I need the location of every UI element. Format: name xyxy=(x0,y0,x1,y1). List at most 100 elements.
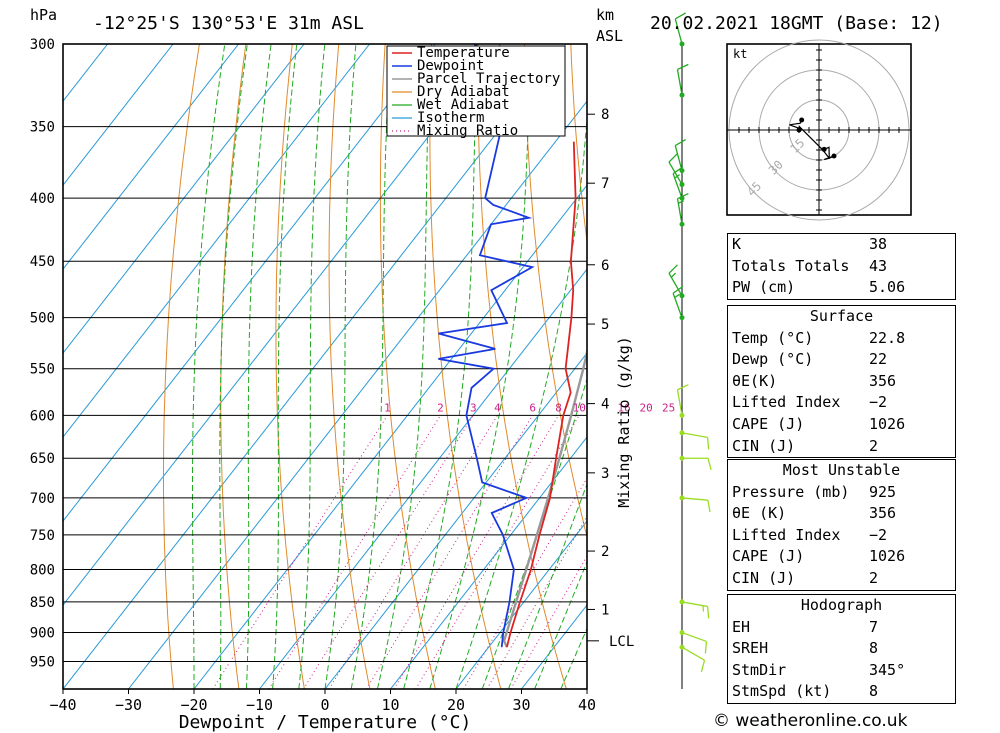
legend-dry-adiabat: Dry Adiabat xyxy=(417,84,510,100)
wind-barb-staff xyxy=(676,69,683,96)
row-mu-li: Lifted Index −2 xyxy=(728,525,955,547)
parcel-line xyxy=(502,347,587,648)
isotherm-line xyxy=(63,44,436,522)
mixing-ratio-line xyxy=(415,415,580,689)
isotherm-line xyxy=(63,44,239,270)
k-index-value: 38 xyxy=(869,235,888,253)
hodograph-panel: Hodograph EH 7 SREH 8 StmDir 345° StmSpd (k… xyxy=(727,594,956,704)
surface-cape-value: 1026 xyxy=(869,414,906,433)
wind-barb-half xyxy=(670,272,677,278)
row-mu-pressure: Pressure (mb) 925 xyxy=(728,482,955,504)
row-surface-dewp: Dewp (°C) 22 xyxy=(728,349,955,371)
totals-totals-value: 43 xyxy=(869,256,888,275)
pressure-label: 750 xyxy=(30,528,55,544)
isotherm-line xyxy=(63,44,174,186)
x-axis-label: Dewpoint / Temperature (°C) xyxy=(179,712,472,733)
location-title: -12°25'S 130°53'E 31m ASL xyxy=(93,13,364,34)
mixing-ratio-axis-label: Mixing Ratio (g/kg) xyxy=(615,336,633,508)
wet-adiabat xyxy=(298,44,326,689)
wind-barb xyxy=(676,192,689,227)
pressure-label: 350 xyxy=(30,120,55,136)
surface-title: Surface xyxy=(728,305,955,328)
wind-barb-flag xyxy=(677,384,689,391)
legend-mixing-ratio: Mixing Ratio xyxy=(417,123,518,139)
mixing-ratio-labels: 1 2 3 4 6 8 10 16 20 25 xyxy=(384,401,675,414)
row-stmdir: StmDir 345° xyxy=(728,660,955,682)
hodograph-title: Hodograph xyxy=(728,594,955,617)
row-eh: EH 7 xyxy=(728,617,955,639)
wind-barb-flag xyxy=(700,660,706,672)
date-title: 20.02.2021 18GMT (Base: 12) xyxy=(650,13,943,34)
wind-barb xyxy=(676,384,689,418)
wind-barb-flag xyxy=(707,458,712,470)
isotherm-line xyxy=(63,44,305,354)
wind-level-dot xyxy=(679,630,685,636)
lcl-label: LCL xyxy=(609,634,634,650)
wind-barb xyxy=(674,138,686,174)
wind-barb-half xyxy=(678,200,685,204)
isotherm-line xyxy=(455,520,587,689)
hpa-unit: hPa xyxy=(30,6,57,24)
km-unit: km xyxy=(596,6,614,24)
isotherm-line xyxy=(324,352,587,689)
wind-level-dot xyxy=(679,41,685,47)
mu-pressure-value: 925 xyxy=(869,482,897,501)
x-tick-label: 0 xyxy=(320,696,329,714)
wind-barb-staff xyxy=(674,18,683,45)
row-surface-theta: θE(K) 356 xyxy=(728,371,955,393)
pressure-label: 450 xyxy=(30,254,55,270)
asl-unit: ASL xyxy=(596,27,623,45)
wind-barb-flag xyxy=(674,12,686,20)
wind-barb xyxy=(679,455,712,470)
wind-level-dot xyxy=(679,182,685,188)
pw-value: 5.06 xyxy=(869,278,906,297)
mu-cape-value: 1026 xyxy=(869,547,906,566)
isotherm-line xyxy=(63,44,370,438)
wind-barb-staff xyxy=(681,497,708,501)
isotherm-line xyxy=(193,184,587,689)
wind-barb xyxy=(679,430,710,450)
wind-barb-flag xyxy=(674,138,686,147)
legend-wet-adiabat: Wet Adiabat xyxy=(417,97,510,113)
row-mu-cin: CIN (J) 2 xyxy=(728,568,955,590)
isotherm-line xyxy=(63,44,567,689)
copyright-footer[interactable]: © weatheronline.co.uk xyxy=(713,711,908,731)
km-tick-label: 6 xyxy=(601,258,609,274)
mixing-ratio-label: 25 xyxy=(662,401,675,414)
parcel-trajectory xyxy=(502,347,587,648)
dry-adiabat xyxy=(163,44,200,689)
legend-parcel: Parcel Trajectory xyxy=(417,71,560,87)
mixing-ratio-label: 10 xyxy=(573,401,586,414)
wind-barb-flag xyxy=(704,641,708,654)
hodograph-point xyxy=(831,153,837,159)
x-tick-label: −10 xyxy=(246,696,273,714)
wind-level-dot xyxy=(679,455,685,461)
x-tick-label: 10 xyxy=(381,696,399,714)
plot-frame xyxy=(62,43,588,690)
wet-adiabat xyxy=(350,44,392,689)
wind-barb xyxy=(674,12,686,47)
legend-isotherm: Isotherm xyxy=(417,110,484,126)
mixing-ratio-label: 16 xyxy=(618,401,631,414)
pressure-label: 800 xyxy=(30,562,55,578)
wind-barb xyxy=(668,153,685,188)
mu-cin-value: 2 xyxy=(869,568,879,587)
row-surface-temp: Temp (°C) 22.8 xyxy=(728,328,955,350)
temperature-trace xyxy=(506,141,577,648)
surface-panel: Surface Temp (°C) 22.8 Dewp (°C) 22 θE(K) 3… xyxy=(727,305,956,459)
surface-dewp-value: 22 xyxy=(869,350,888,369)
x-tick-label: −20 xyxy=(180,696,207,714)
row-k: K 38 xyxy=(728,234,955,256)
wind-level-dot xyxy=(679,168,685,174)
km-tick-label: 1 xyxy=(601,602,609,618)
isotherm-line xyxy=(63,44,501,606)
wind-barb-staff xyxy=(668,161,683,185)
pressure-label: 400 xyxy=(30,191,55,207)
isobar-lines xyxy=(63,43,587,663)
pressure-label: 500 xyxy=(30,311,55,327)
wind-barb-flag xyxy=(707,500,711,513)
km-tick-label: 2 xyxy=(601,544,609,560)
surface-li-value: −2 xyxy=(869,393,888,412)
row-mu-cape: CAPE (J) 1026 xyxy=(728,546,955,568)
